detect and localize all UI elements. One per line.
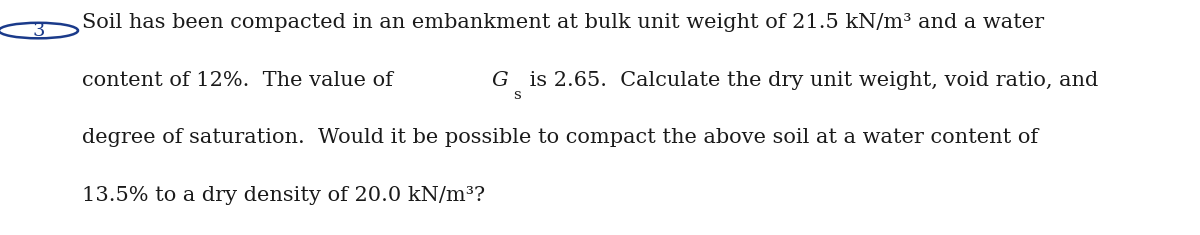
Text: degree of saturation.  Would it be possible to compact the above soil at a water: degree of saturation. Would it be possib… [82,128,1038,147]
Text: 3: 3 [32,22,44,39]
Text: G: G [491,71,508,90]
Text: 13.5% to a dry density of 20.0 kN/m³?: 13.5% to a dry density of 20.0 kN/m³? [82,186,485,205]
Text: is 2.65.  Calculate the dry unit weight, void ratio, and: is 2.65. Calculate the dry unit weight, … [523,71,1098,90]
Text: Soil has been compacted in an embankment at bulk unit weight of 21.5 kN/m³ and a: Soil has been compacted in an embankment… [82,13,1044,32]
Text: content of 12%.  The value of: content of 12%. The value of [82,71,400,90]
Text: s: s [512,88,521,102]
